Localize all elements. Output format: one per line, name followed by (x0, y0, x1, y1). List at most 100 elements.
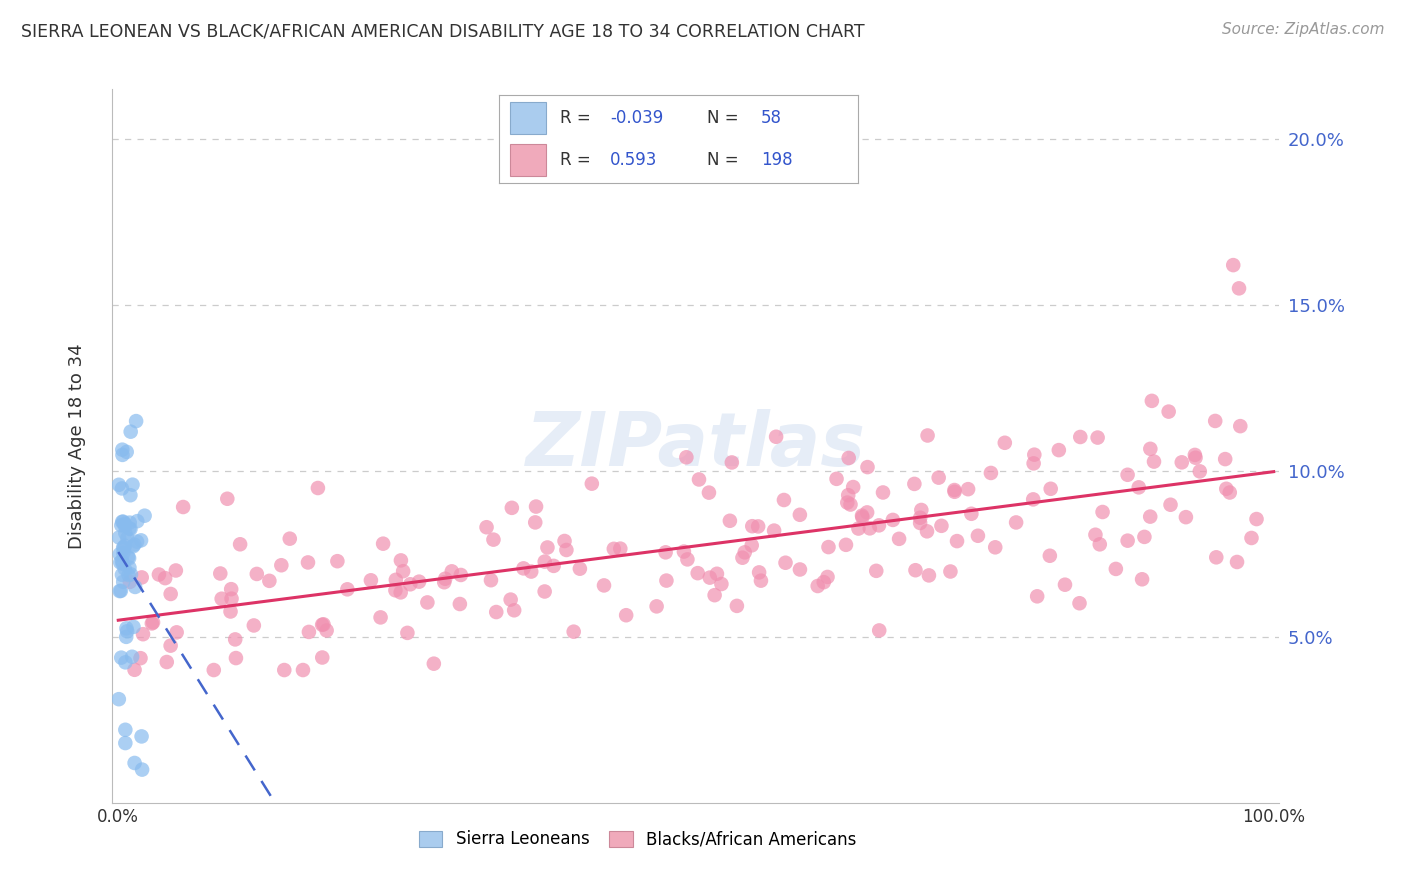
Point (159, 587, 181, 601)
Point (520, 565, 543, 579)
Point (1039, 482, 1062, 496)
Point (118, 551, 141, 566)
Point (748, 566, 770, 580)
Point (915, 524, 938, 539)
Point (1087, 431, 1109, 445)
Point (115, 445, 138, 459)
Point (1005, 516, 1028, 530)
Point (122, 539, 145, 553)
Point (124, 756, 146, 770)
Point (1215, 482, 1237, 496)
Point (872, 485, 894, 500)
Point (423, 657, 446, 671)
Point (110, 650, 132, 665)
Point (312, 617, 335, 632)
Point (202, 663, 225, 677)
Point (120, 567, 142, 582)
Point (645, 599, 668, 614)
Point (842, 480, 865, 494)
Point (389, 553, 412, 567)
Point (568, 562, 591, 576)
Point (1133, 530, 1156, 544)
Point (555, 543, 578, 558)
Point (141, 616, 163, 631)
Point (734, 545, 756, 559)
Point (1069, 430, 1091, 444)
Point (581, 476, 603, 491)
Point (1022, 492, 1045, 507)
Point (603, 541, 626, 556)
Point (706, 566, 728, 581)
Point (315, 624, 337, 638)
Point (114, 656, 136, 670)
Point (408, 574, 430, 589)
Text: 0.593: 0.593 (610, 151, 658, 169)
Point (789, 562, 811, 576)
Point (416, 595, 439, 609)
Point (134, 508, 156, 523)
Point (111, 567, 134, 582)
Point (686, 566, 709, 581)
Text: R =: R = (560, 151, 596, 169)
Point (112, 541, 135, 555)
Point (536, 541, 558, 555)
Point (114, 516, 136, 531)
Text: N =: N = (707, 151, 744, 169)
Point (246, 566, 269, 581)
Point (111, 448, 134, 462)
Point (1053, 578, 1076, 592)
Point (1047, 443, 1070, 458)
Point (703, 588, 725, 602)
Point (118, 574, 141, 589)
Point (298, 624, 321, 639)
Point (156, 655, 179, 669)
Point (307, 481, 329, 495)
Point (984, 541, 1007, 555)
Point (384, 583, 406, 598)
Point (159, 639, 181, 653)
Point (111, 554, 134, 568)
Point (131, 730, 153, 744)
Point (614, 608, 637, 623)
Point (501, 500, 523, 515)
Point (112, 574, 135, 589)
Legend: Sierra Leoneans, Blacks/African Americans: Sierra Leoneans, Blacks/African American… (412, 824, 863, 855)
Point (115, 624, 138, 639)
Point (114, 723, 136, 737)
Point (1229, 419, 1251, 434)
Point (120, 522, 142, 536)
Point (1069, 596, 1091, 610)
Point (741, 538, 763, 552)
Point (672, 544, 695, 558)
Point (124, 663, 146, 677)
Point (688, 473, 710, 487)
Point (1226, 555, 1249, 569)
Point (1139, 509, 1161, 524)
Point (131, 763, 153, 777)
Point (697, 485, 720, 500)
Point (741, 519, 763, 533)
Point (763, 524, 786, 538)
Point (524, 516, 547, 530)
Point (121, 477, 143, 491)
Point (108, 584, 131, 599)
Text: SIERRA LEONEAN VS BLACK/AFRICAN AMERICAN DISABILITY AGE 18 TO 34 CORRELATION CHA: SIERRA LEONEAN VS BLACK/AFRICAN AMERICAN… (21, 22, 865, 40)
Point (297, 556, 319, 570)
Text: 198: 198 (761, 151, 793, 169)
Point (108, 692, 131, 706)
Text: 58: 58 (761, 109, 782, 128)
Point (121, 649, 143, 664)
Point (882, 513, 904, 527)
Point (273, 663, 295, 677)
Point (291, 663, 314, 677)
Point (908, 516, 931, 530)
Point (311, 617, 333, 632)
Point (278, 532, 301, 546)
Point (994, 435, 1017, 450)
Point (928, 470, 950, 484)
Point (371, 537, 394, 551)
Point (434, 572, 457, 586)
Point (118, 516, 141, 530)
Point (117, 550, 139, 565)
Point (725, 599, 748, 613)
